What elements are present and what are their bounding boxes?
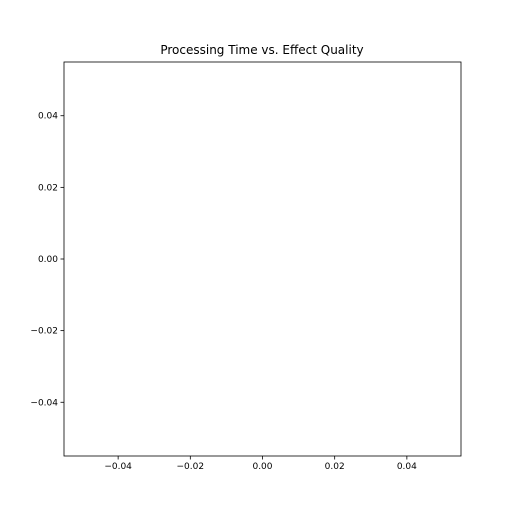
- y-tick-label: 0.04: [38, 112, 58, 122]
- x-tick-label: 0.00: [252, 462, 272, 472]
- y-tick-label: 0.00: [38, 255, 58, 265]
- x-axis-ticks: −0.04 −0.02 0.00 0.02 0.04: [104, 456, 417, 472]
- x-tick-label: −0.04: [104, 462, 132, 472]
- y-tick-label: −0.02: [30, 327, 58, 337]
- x-tick-label: 0.02: [325, 462, 345, 472]
- y-tick-label: 0.02: [38, 183, 58, 193]
- chart-title: Processing Time vs. Effect Quality: [160, 43, 363, 57]
- x-tick-label: −0.02: [177, 462, 205, 472]
- y-axis-ticks: −0.04 −0.02 0.00 0.02 0.04: [30, 112, 64, 408]
- y-tick-label: −0.04: [30, 398, 58, 408]
- plot-frame: [63, 61, 462, 457]
- x-tick-label: 0.04: [397, 462, 417, 472]
